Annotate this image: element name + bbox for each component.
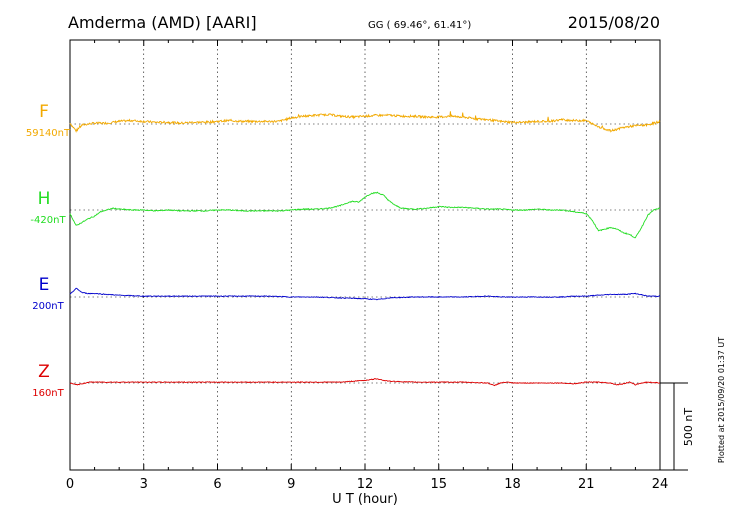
x-axis-ticks: 0 3 6 9 12 15 18 21 24 <box>66 40 668 492</box>
series-baseline-label-E: 200nT <box>32 301 64 312</box>
tick-label-3: 3 <box>140 477 148 492</box>
plotted-at-note: Plotted at 2015/09/20 01:37 UT <box>717 337 726 463</box>
series-line-F <box>69 111 661 133</box>
tick-label-15: 15 <box>430 477 447 492</box>
series-baseline-label-H: -420nT <box>30 215 66 226</box>
series-name-F: F <box>39 102 49 122</box>
tick-label-12: 12 <box>357 477 374 492</box>
series-name-E: E <box>39 275 50 295</box>
tick-label-9: 9 <box>287 477 295 492</box>
series-baseline-label-Z: 160nT <box>32 388 64 399</box>
tick-label-21: 21 <box>578 477 595 492</box>
tick-label-0: 0 <box>66 477 74 492</box>
date-label: 2015/08/20 <box>568 13 660 32</box>
series-baseline-label-F: 59140nT <box>26 128 71 139</box>
station-title: Amderma (AMD) [AARI] <box>68 13 257 32</box>
series-labels: F 59140nT H -420nT E 200nT Z 160nT <box>26 102 71 399</box>
vertical-gridlines <box>143 40 587 470</box>
scale-bar-label: 500 nT <box>682 408 695 446</box>
tick-label-6: 6 <box>213 477 221 492</box>
coordinates-label: GG ( 69.46°, 61.41°) <box>368 20 471 31</box>
x-axis-title: U T (hour) <box>332 492 398 507</box>
tick-label-18: 18 <box>504 477 521 492</box>
series-name-H: H <box>38 189 51 209</box>
series-line-E <box>69 287 661 301</box>
scale-bar: 500 nT <box>660 382 695 471</box>
series-name-Z: Z <box>38 362 50 382</box>
series-line-Z <box>69 378 661 387</box>
series-lines <box>69 111 661 387</box>
tick-label-24: 24 <box>652 477 669 492</box>
series-line-H <box>69 191 661 239</box>
